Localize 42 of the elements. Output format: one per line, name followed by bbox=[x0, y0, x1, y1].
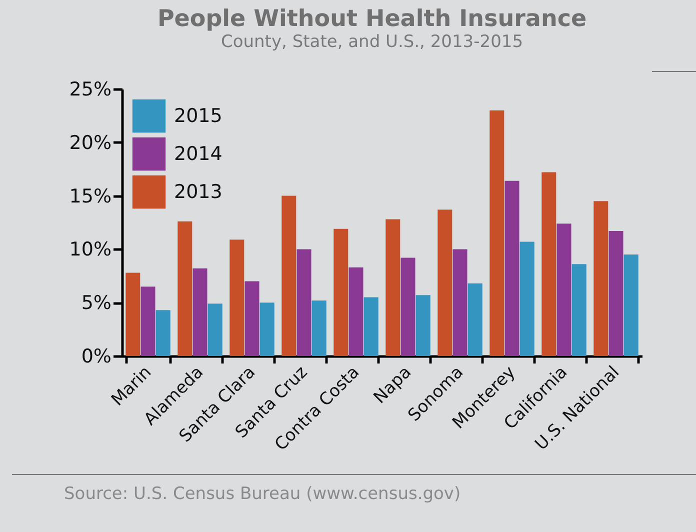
bar bbox=[364, 297, 378, 356]
bar bbox=[624, 254, 638, 356]
bar bbox=[192, 268, 208, 356]
bar bbox=[348, 267, 364, 356]
bar bbox=[208, 304, 222, 356]
bar bbox=[334, 228, 348, 356]
chart-subtitle: County, State, and U.S., 2013-2015 bbox=[220, 32, 524, 52]
bar bbox=[468, 283, 482, 356]
bar bbox=[452, 249, 468, 356]
bar bbox=[296, 249, 312, 356]
bar bbox=[520, 242, 534, 356]
bar bbox=[244, 281, 260, 356]
bar bbox=[594, 201, 608, 356]
bar bbox=[416, 295, 430, 356]
y-tick-label: 25% bbox=[69, 78, 112, 100]
bar bbox=[312, 300, 326, 356]
bar bbox=[542, 172, 556, 356]
bar bbox=[572, 264, 586, 356]
bar bbox=[126, 272, 140, 356]
bar bbox=[438, 210, 452, 356]
y-tick-label: 10% bbox=[69, 238, 112, 261]
bar bbox=[490, 110, 504, 356]
legend-label: 2014 bbox=[174, 143, 222, 165]
bar bbox=[504, 180, 520, 356]
legend-label: 2015 bbox=[174, 105, 222, 127]
bar bbox=[282, 196, 296, 356]
legend-label: 2013 bbox=[174, 181, 222, 203]
bar bbox=[260, 302, 274, 356]
bar bbox=[400, 258, 416, 356]
source-note: Source: U.S. Census Bureau (www.census.gov) bbox=[64, 484, 461, 504]
y-tick-label: 0% bbox=[81, 346, 112, 368]
y-tick-label: 20% bbox=[69, 132, 112, 154]
bar bbox=[386, 219, 400, 356]
y-tick-label: 15% bbox=[69, 185, 112, 208]
bar bbox=[140, 286, 156, 356]
bar bbox=[230, 240, 244, 356]
bar bbox=[178, 221, 192, 356]
y-tick-label: 5% bbox=[81, 292, 112, 314]
chart-title: People Without Health Insurance bbox=[157, 6, 587, 32]
bar bbox=[608, 231, 624, 356]
bar bbox=[156, 310, 170, 356]
bar bbox=[556, 224, 572, 356]
